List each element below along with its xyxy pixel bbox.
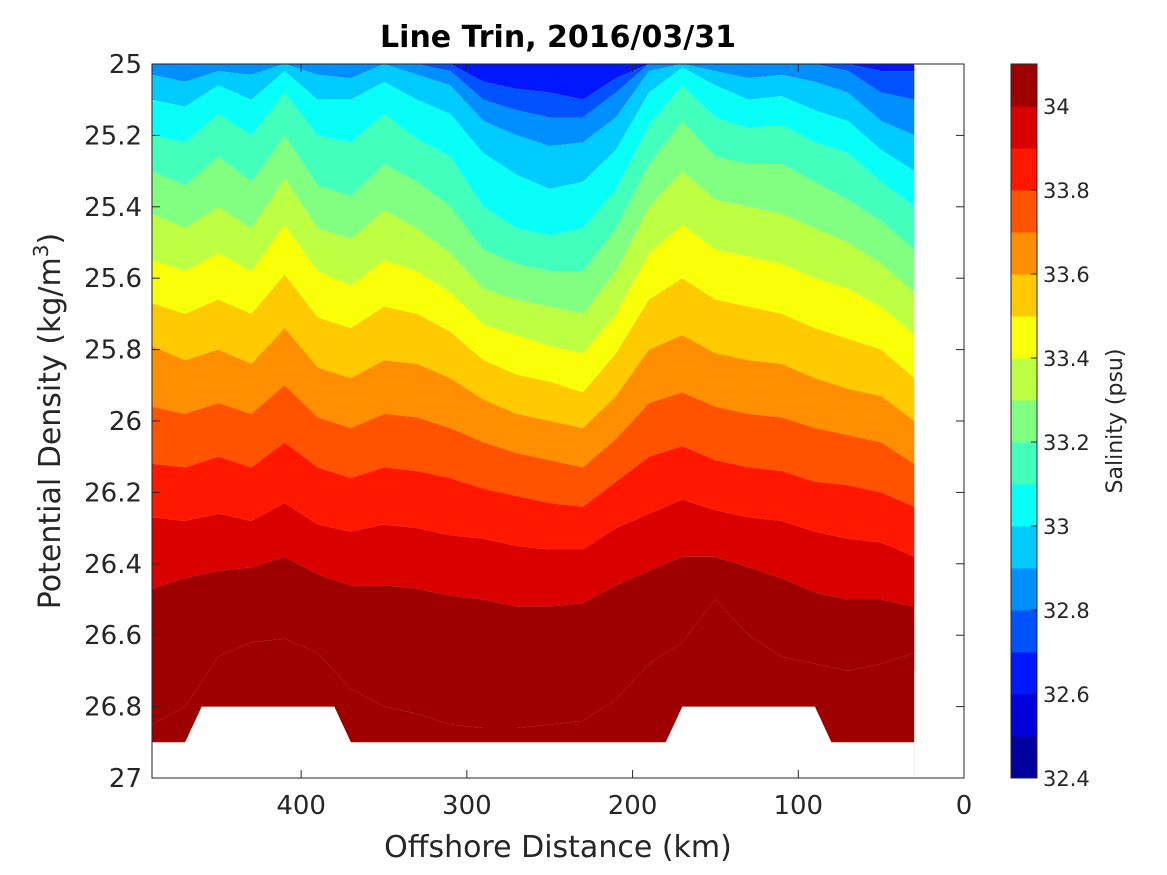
- y-tick-label: 25.2: [84, 121, 142, 151]
- colorbar-segment: [1011, 442, 1037, 485]
- x-axis-label: Offshore Distance (km): [384, 830, 732, 865]
- colorbar-tick-label: 33: [1043, 515, 1070, 539]
- contour-band: [152, 85, 915, 272]
- colorbar: 32.4 32.6 32.8 33 33.2 33.4 33.6 33.8 34: [1010, 63, 1090, 791]
- colorbar-tick-label: 32.4: [1043, 767, 1090, 791]
- colorbar-segment: [1011, 610, 1037, 653]
- colorbar-tick-label: 33.4: [1043, 347, 1090, 371]
- contour-band: [152, 385, 915, 507]
- contour-band: [152, 499, 915, 607]
- colorbar-segment: [1011, 526, 1037, 569]
- colorbar-tick-label: 33.8: [1043, 179, 1090, 203]
- colorbar-segment: [1011, 274, 1037, 317]
- colorbar-label: Salinity (psu): [1103, 349, 1128, 494]
- x-tick-label: 400: [276, 791, 326, 821]
- colorbar-frame: [1010, 63, 1038, 779]
- contour-band: [152, 64, 915, 189]
- contour-band: [152, 171, 915, 354]
- y-tick-label: 26.8: [84, 693, 142, 723]
- y-axis-label-superscript: 3: [29, 244, 53, 257]
- y-axis-label-close: ): [33, 233, 68, 245]
- colorbar-segment: [1011, 190, 1037, 233]
- colorbar-tick-label: 33.2: [1043, 431, 1090, 455]
- contour-band: [152, 328, 915, 468]
- x-tick-label: 0: [956, 791, 973, 821]
- y-tick-label: 27: [109, 764, 142, 794]
- colorbar-segment: [1011, 358, 1037, 401]
- contour-band: [152, 274, 915, 429]
- contour-band: [152, 64, 915, 100]
- contour-band: [152, 64, 915, 118]
- contour-band: [152, 67, 915, 236]
- contour-band: [152, 224, 915, 393]
- colorbar-tick-label: 32.6: [1043, 683, 1090, 707]
- x-tick-label: 100: [773, 791, 823, 821]
- colorbar-segment: [1011, 484, 1037, 527]
- colorbar-segment: [1011, 568, 1037, 611]
- colorbar-segment: [1011, 316, 1037, 359]
- colorbar-segment: [1011, 232, 1037, 275]
- colorbar-segment: [1011, 400, 1037, 443]
- contour-band: [152, 64, 915, 147]
- y-tick-label: 25.6: [84, 264, 142, 294]
- no-data-mask-right: [914, 64, 964, 778]
- y-axis-label-main: Potential Density (kg/m: [33, 257, 68, 609]
- colorbar-segment: [1011, 694, 1037, 737]
- colorbar-segment: [1011, 736, 1037, 779]
- colorbar-segment: [1011, 64, 1037, 107]
- colorbar-segment: [1011, 106, 1037, 149]
- y-tick-label: 25.4: [84, 193, 142, 223]
- x-tick-label: 200: [608, 791, 658, 821]
- contour-band: [152, 442, 915, 557]
- colorbar-tick-label: 33.6: [1043, 263, 1090, 287]
- contour-band: [152, 121, 915, 314]
- contour-fill-layer: [152, 64, 964, 778]
- y-tick-label: 26.4: [84, 550, 142, 580]
- y-tick-label: 26.2: [84, 478, 142, 508]
- colorbar-tick-label: 32.8: [1043, 599, 1090, 623]
- colorbar-tick-label: 34: [1043, 95, 1070, 119]
- y-tick-label: 26: [109, 407, 142, 437]
- chart-title: Line Trin, 2016/03/31: [380, 20, 736, 55]
- y-tick-label: 25: [109, 50, 142, 80]
- y-tick-label: 25.8: [84, 336, 142, 366]
- no-data-mask-bottom: [152, 706, 915, 778]
- y-tick-label: 26.6: [84, 621, 142, 651]
- colorbar-segment: [1011, 148, 1037, 191]
- contour-band: [152, 556, 915, 728]
- colorbar-segment: [1011, 652, 1037, 695]
- axes: 400 300 200 100 0 25 25.2 25.4 25.6 25.8 26 26.2 26.…: [84, 50, 972, 821]
- y-axis-label: Potential Density (kg/m3): [29, 233, 68, 609]
- x-tick-label: 300: [442, 791, 492, 821]
